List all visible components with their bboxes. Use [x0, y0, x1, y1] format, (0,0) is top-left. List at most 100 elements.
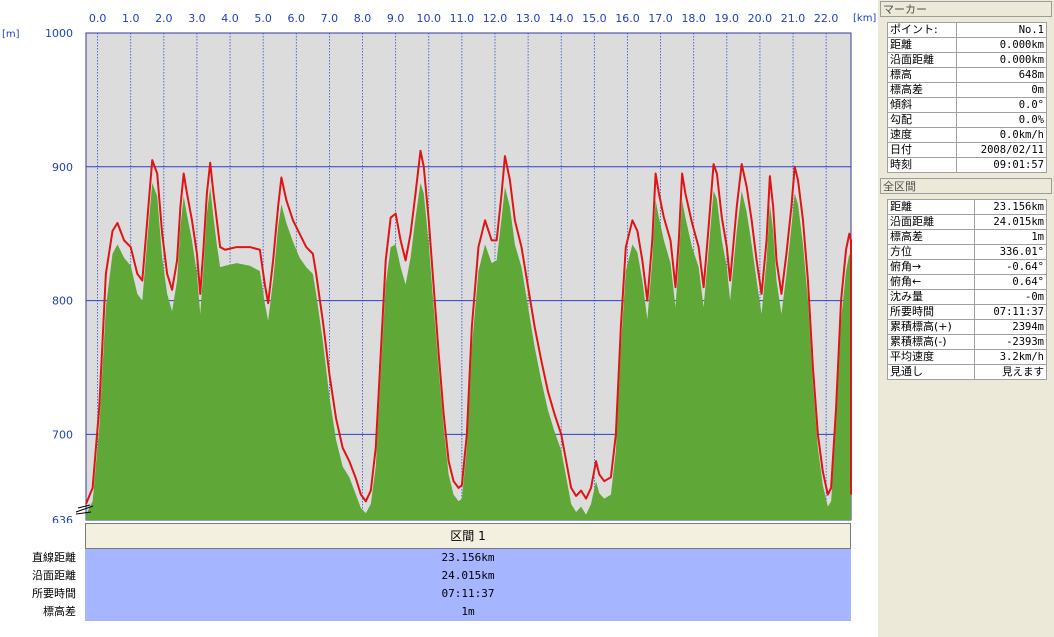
x-tick-label: 2.0	[155, 12, 173, 25]
info-label: 俯角←	[887, 274, 975, 290]
section-row-value: 07:11:37	[85, 585, 851, 603]
info-row: 標高差 1m	[887, 229, 1048, 245]
section-summary: 区間 1 直線距離 23.156km 沿面距離 24.015km 所要時間 07…	[0, 523, 878, 637]
info-value: 0.000km	[956, 37, 1047, 53]
section-row: 沿面距離 24.015km	[0, 567, 878, 585]
info-row: 沿面距離 0.000km	[886, 52, 1047, 68]
info-value: -0.64°	[973, 259, 1048, 275]
info-row: ポイント: No.1	[886, 22, 1047, 38]
info-label: 距離	[886, 37, 958, 53]
y-tick-labels: 636 700 800 900 1000	[45, 27, 73, 523]
elevation-chart[interactable]: 0.0 1.0 2.0 3.0 4.0 5.0 6.0 7.0 8.0 9.0 10.0 11.0 12…	[0, 0, 878, 523]
section-row: 直線距離 23.156km	[0, 549, 878, 567]
info-label: ポイント:	[886, 22, 958, 38]
section-row-value: 1m	[85, 603, 851, 621]
marker-table: ポイント: No.1 距離 0.000km 沿面距離 0.000km 標高 648m 標高差 0m…	[886, 22, 1047, 173]
info-row: 沈み量 -0m	[887, 289, 1048, 305]
info-label: 所要時間	[887, 304, 975, 320]
section-row-label: 標高差	[43, 605, 76, 618]
info-row: 見通し 見えます	[887, 364, 1048, 380]
info-row: 日付 2008/02/11	[886, 142, 1047, 158]
info-label: 時刻	[886, 157, 958, 173]
info-value: 648m	[956, 67, 1047, 83]
y-unit-label: [m]	[2, 29, 20, 40]
info-row: 方位 336.01°	[887, 244, 1048, 260]
info-value: 見えます	[973, 364, 1048, 380]
section-row: 所要時間 07:11:37	[0, 585, 878, 603]
info-label: 累積標高(-)	[887, 334, 975, 350]
info-label: 俯角→	[887, 259, 975, 275]
x-tick-label: 0.0	[89, 12, 107, 25]
info-label: 平均速度	[887, 349, 975, 365]
section-row-label: 所要時間	[32, 587, 76, 600]
info-label: 沿面距離	[887, 214, 975, 230]
x-tick-label: 10.0	[417, 12, 442, 25]
marker-panel-title[interactable]: マーカー	[880, 1, 1052, 17]
x-tick-label: 14.0	[549, 12, 574, 25]
info-value: 3.2km/h	[973, 349, 1048, 365]
x-tick-label: 8.0	[354, 12, 372, 25]
info-label: 見通し	[887, 364, 975, 380]
start-marker[interactable]	[75, 504, 94, 515]
section-header[interactable]: 区間 1	[85, 523, 851, 549]
x-tick-label: 7.0	[321, 12, 339, 25]
x-tick-label: 5.0	[254, 12, 272, 25]
x-tick-label: 16.0	[615, 12, 640, 25]
info-value: 336.01°	[973, 244, 1048, 260]
info-row: 勾配 0.0%	[886, 112, 1047, 128]
info-row: 標高差 0m	[886, 82, 1047, 98]
section-row-value: 24.015km	[85, 567, 851, 585]
info-label: 方位	[887, 244, 975, 260]
info-label: 沈み量	[887, 289, 975, 305]
info-value: 0.0km/h	[956, 127, 1047, 143]
section-row-label: 直線距離	[32, 551, 76, 564]
info-row: 傾斜 0.0°	[886, 97, 1047, 113]
y-tick-label: 700	[52, 428, 73, 441]
x-unit-label: [km]	[853, 13, 876, 24]
info-value: 0m	[956, 82, 1047, 98]
info-value: 0.0%	[956, 112, 1047, 128]
info-value: 2394m	[973, 319, 1048, 335]
x-tick-label: 19.0	[715, 12, 740, 25]
info-row: 所要時間 07:11:37	[887, 304, 1048, 320]
info-label: 速度	[886, 127, 958, 143]
info-label: 傾斜	[886, 97, 958, 113]
info-value: 23.156km	[973, 199, 1048, 215]
info-row: 速度 0.0km/h	[886, 127, 1047, 143]
info-value: -0m	[973, 289, 1048, 305]
info-value: 0.64°	[973, 274, 1048, 290]
x-tick-label: 6.0	[288, 12, 306, 25]
x-tick-label: 21.0	[781, 12, 806, 25]
info-value: 07:11:37	[973, 304, 1048, 320]
info-row: 距離 23.156km	[887, 199, 1048, 215]
info-label: 沿面距離	[886, 52, 958, 68]
info-value: 0.0°	[956, 97, 1047, 113]
section-row-label: 沿面距離	[32, 569, 76, 582]
info-sidebar: マーカー ポイント: No.1 距離 0.000km 沿面距離 0.000km 標高 648m…	[878, 0, 1054, 637]
info-row: 時刻 09:01:57	[886, 157, 1047, 173]
info-value: -2393m	[973, 334, 1048, 350]
x-tick-label: 4.0	[221, 12, 239, 25]
x-tick-label: 15.0	[582, 12, 607, 25]
info-row: 累積標高(-) -2393m	[887, 334, 1048, 350]
info-row: 標高 648m	[886, 67, 1047, 83]
x-tick-label: 11.0	[450, 12, 475, 25]
info-value: No.1	[956, 22, 1047, 38]
info-row: 俯角→ -0.64°	[887, 259, 1048, 275]
y-tick-label: 800	[52, 295, 73, 308]
info-label: 標高	[886, 67, 958, 83]
info-row: 累積標高(+) 2394m	[887, 319, 1048, 335]
info-label: 日付	[886, 142, 958, 158]
info-row: 距離 0.000km	[886, 37, 1047, 53]
info-value: 09:01:57	[956, 157, 1047, 173]
x-tick-label: 17.0	[648, 12, 673, 25]
y-tick-label: 1000	[45, 27, 73, 40]
total-panel-title[interactable]: 全区間	[880, 178, 1052, 194]
y-tick-label: 636	[52, 514, 73, 523]
info-row: 俯角← 0.64°	[887, 274, 1048, 290]
terrain-area	[86, 182, 851, 520]
x-tick-label: 22.0	[814, 12, 839, 25]
total-table: 距離 23.156km 沿面距離 24.015km 標高差 1m 方位 336.01° 俯角→ -…	[887, 199, 1048, 380]
elevation-line	[85, 149, 852, 505]
info-value: 2008/02/11	[956, 142, 1047, 158]
